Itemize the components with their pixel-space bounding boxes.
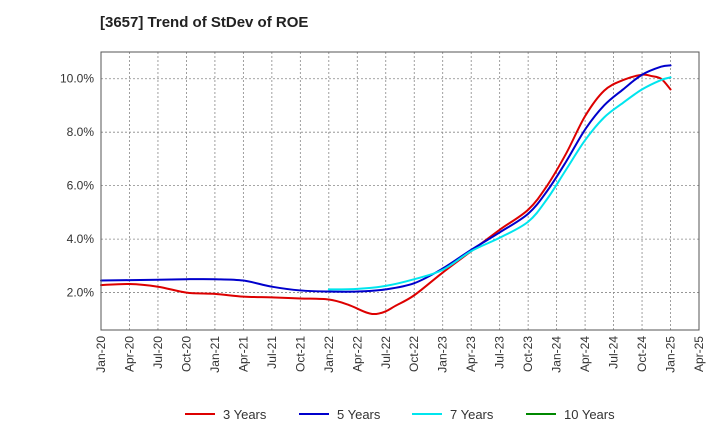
legend-label: 3 Years (223, 407, 267, 422)
y-tick-label: 4.0% (67, 232, 95, 246)
x-tick-label: Oct-20 (179, 336, 193, 372)
series-line-5-years (100, 64, 672, 293)
x-tick-label: Oct-23 (521, 336, 535, 372)
series-line-3-years (100, 73, 672, 316)
x-tick-label: Jul-22 (379, 336, 393, 369)
x-tick-label: Apr-20 (122, 336, 136, 372)
x-tick-label: Apr-22 (350, 336, 364, 372)
x-tick-label: Jan-23 (436, 336, 450, 373)
x-tick-label: Jan-25 (664, 336, 678, 373)
x-tick-label: Apr-25 (692, 336, 706, 372)
x-tick-label: Oct-24 (635, 336, 649, 372)
chart-title: [3657] Trend of StDev of ROE (100, 14, 309, 31)
y-tick-label: 10.0% (60, 72, 94, 86)
x-tick-label: Jul-20 (151, 336, 165, 369)
plot-frame (100, 51, 700, 331)
x-tick-label: Jan-21 (208, 336, 222, 373)
series-line-7-years (327, 76, 672, 291)
legend-label: 5 Years (337, 407, 381, 422)
grid-layer (101, 52, 699, 330)
x-tick-label: Oct-22 (407, 336, 421, 372)
y-tick-label: 2.0% (67, 286, 95, 300)
x-axis-labels: Jan-20 Apr-20 Jul-20 Oct-20 Jan-21 Apr-21 Jul-… (94, 336, 706, 373)
legend-label: 10 Years (564, 407, 615, 422)
series-layer (100, 64, 672, 316)
x-tick-label: Jul-21 (265, 336, 279, 369)
x-tick-label: Jul-23 (493, 336, 507, 369)
x-tick-label: Jul-24 (607, 336, 621, 369)
x-tick-label: Oct-21 (293, 336, 307, 372)
x-tick-label: Jan-24 (550, 336, 564, 373)
x-tick-label: Apr-23 (464, 336, 478, 372)
legend-label: 7 Years (450, 407, 494, 422)
x-tick-label: Jan-20 (94, 336, 108, 373)
y-tick-label: 6.0% (67, 179, 95, 193)
y-tick-label: 8.0% (67, 125, 95, 139)
x-tick-label: Jan-22 (322, 336, 336, 373)
legend: 3 Years 5 Years 7 Years 10 Years (185, 407, 615, 422)
x-tick-label: Apr-24 (578, 336, 592, 372)
x-tick-label: Apr-21 (236, 336, 250, 372)
y-axis-labels: 2.0% 4.0% 6.0% 8.0% 10.0% (60, 72, 94, 300)
